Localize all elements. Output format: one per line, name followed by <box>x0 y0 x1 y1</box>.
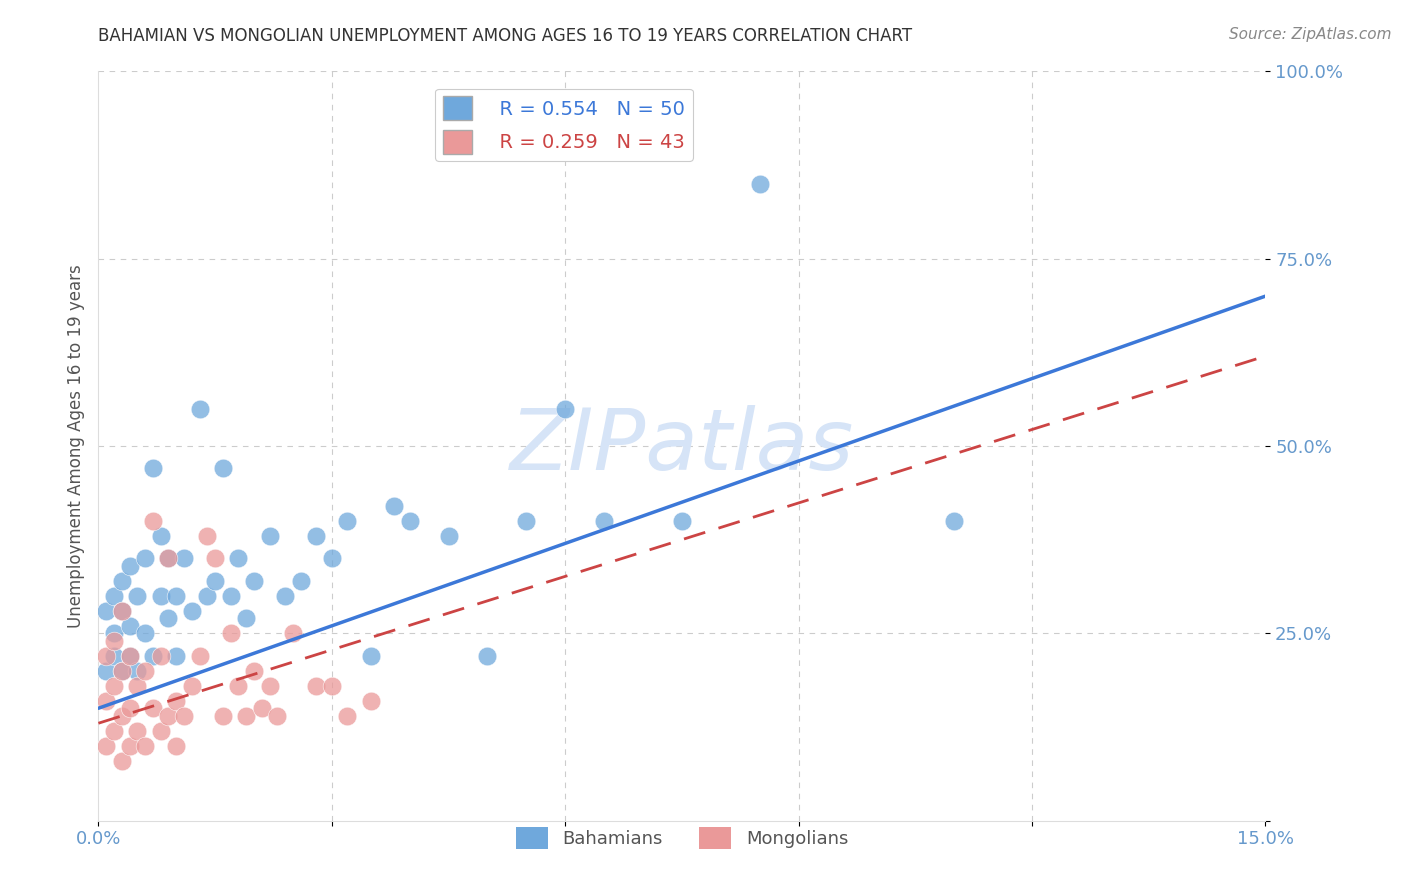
Point <box>382 499 405 513</box>
Point <box>228 679 250 693</box>
Point <box>360 694 382 708</box>
Point <box>103 626 125 640</box>
Point <box>134 664 156 678</box>
Y-axis label: Unemployment Among Ages 16 to 19 years: Unemployment Among Ages 16 to 19 years <box>66 264 84 628</box>
Point <box>266 708 288 723</box>
Point <box>671 514 693 528</box>
Point <box>515 514 537 528</box>
Point <box>336 514 359 528</box>
Point <box>111 664 134 678</box>
Point <box>103 648 125 663</box>
Point <box>118 701 141 715</box>
Point <box>274 589 297 603</box>
Point <box>142 461 165 475</box>
Point <box>235 611 257 625</box>
Point <box>96 604 118 618</box>
Point <box>173 708 195 723</box>
Point <box>195 589 218 603</box>
Point <box>554 401 576 416</box>
Point <box>142 514 165 528</box>
Point <box>943 514 966 528</box>
Point <box>259 679 281 693</box>
Point <box>165 739 187 753</box>
Point <box>134 626 156 640</box>
Point <box>149 589 172 603</box>
Point <box>243 574 266 588</box>
Point <box>127 723 149 738</box>
Point <box>321 551 343 566</box>
Point <box>157 551 180 566</box>
Text: ZIPatlas: ZIPatlas <box>510 404 853 488</box>
Point <box>134 739 156 753</box>
Point <box>305 529 328 543</box>
Point <box>103 589 125 603</box>
Point <box>149 648 172 663</box>
Point <box>305 679 328 693</box>
Point <box>96 739 118 753</box>
Point <box>157 611 180 625</box>
Point <box>127 679 149 693</box>
Point <box>149 723 172 738</box>
Point <box>165 589 187 603</box>
Point <box>111 604 134 618</box>
Point <box>165 694 187 708</box>
Point <box>134 551 156 566</box>
Point <box>127 664 149 678</box>
Point <box>281 626 304 640</box>
Point <box>180 604 202 618</box>
Point <box>250 701 273 715</box>
Point <box>290 574 312 588</box>
Point <box>748 177 770 191</box>
Point <box>173 551 195 566</box>
Point <box>477 648 499 663</box>
Point <box>96 664 118 678</box>
Point <box>219 626 242 640</box>
Point <box>111 574 134 588</box>
Text: BAHAMIAN VS MONGOLIAN UNEMPLOYMENT AMONG AGES 16 TO 19 YEARS CORRELATION CHART: BAHAMIAN VS MONGOLIAN UNEMPLOYMENT AMONG… <box>98 27 912 45</box>
Point <box>165 648 187 663</box>
Point <box>111 708 134 723</box>
Point <box>188 648 211 663</box>
Point <box>103 679 125 693</box>
Point <box>118 739 141 753</box>
Point <box>118 648 141 663</box>
Point <box>188 401 211 416</box>
Point <box>111 754 134 768</box>
Point <box>336 708 359 723</box>
Point <box>398 514 420 528</box>
Point <box>157 551 180 566</box>
Point <box>118 648 141 663</box>
Point <box>235 708 257 723</box>
Point <box>180 679 202 693</box>
Point <box>149 529 172 543</box>
Point <box>142 648 165 663</box>
Point <box>195 529 218 543</box>
Point <box>360 648 382 663</box>
Point <box>118 619 141 633</box>
Point <box>212 708 235 723</box>
Text: Source: ZipAtlas.com: Source: ZipAtlas.com <box>1229 27 1392 42</box>
Point <box>118 558 141 573</box>
Point <box>127 589 149 603</box>
Point <box>259 529 281 543</box>
Point <box>212 461 235 475</box>
Point <box>103 633 125 648</box>
Point <box>157 708 180 723</box>
Point <box>228 551 250 566</box>
Point <box>321 679 343 693</box>
Point <box>142 701 165 715</box>
Point <box>204 551 226 566</box>
Point <box>103 723 125 738</box>
Legend: Bahamians, Mongolians: Bahamians, Mongolians <box>509 820 855 856</box>
Point <box>437 529 460 543</box>
Point <box>111 664 134 678</box>
Point <box>96 694 118 708</box>
Point <box>111 604 134 618</box>
Point <box>243 664 266 678</box>
Point <box>593 514 616 528</box>
Point <box>219 589 242 603</box>
Point <box>204 574 226 588</box>
Point <box>96 648 118 663</box>
